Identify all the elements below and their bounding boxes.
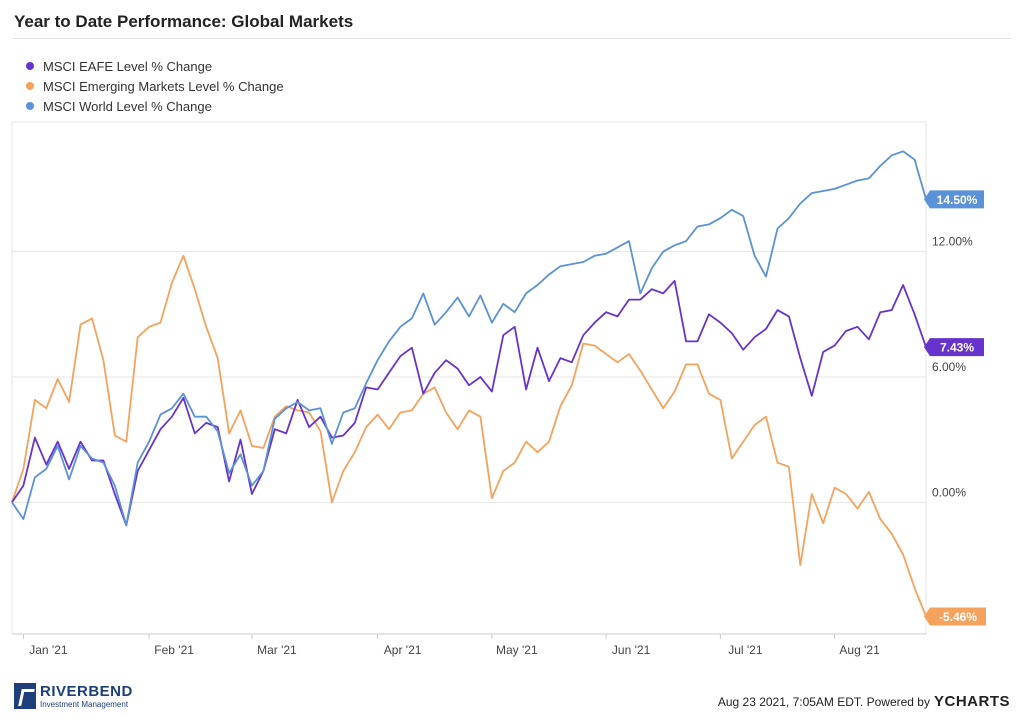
legend-label-emerging: MSCI Emerging Markets Level % Change	[43, 78, 284, 94]
legend-item-eafe[interactable]: MSCI EAFE Level % Change	[26, 56, 284, 76]
ycharts-logo[interactable]: YCHARTS	[933, 693, 1010, 710]
x-tick-label: Feb '21	[154, 643, 194, 657]
riverbend-logo-icon	[14, 683, 36, 709]
series-line-0	[11, 279, 927, 527]
legend-label-eafe: MSCI EAFE Level % Change	[43, 58, 213, 74]
y-tick-label: 6.00%	[932, 360, 966, 374]
legend-item-world[interactable]: MSCI World Level % Change	[26, 96, 284, 116]
plot-frame	[11, 121, 927, 635]
x-tick-label: Jul '21	[728, 643, 763, 657]
y-tick-label: 12.00%	[932, 235, 973, 249]
legend-dot-eafe	[26, 62, 34, 70]
series-line-2	[11, 150, 927, 527]
x-tick-label: Jan '21	[29, 643, 68, 657]
x-tick-label: May '21	[496, 643, 538, 657]
credit-line: Aug 23 2021, 7:05AM EDT. Powered by YCHA…	[718, 693, 1010, 710]
end-value-badge-2	[924, 190, 984, 209]
x-tick-label: Jun '21	[612, 643, 651, 657]
end-value-badge-0	[924, 338, 984, 357]
x-tick-label: Mar '21	[257, 643, 297, 657]
title-divider	[12, 38, 1012, 39]
end-value-label-1: -5.46%	[939, 610, 977, 624]
riverbend-logo: RIVERBEND Investment Management	[14, 683, 133, 709]
end-value-badge-1	[924, 607, 986, 626]
end-value-label-2: 14.50%	[937, 193, 978, 207]
legend-dot-world	[26, 102, 34, 110]
logo-subtitle: Investment Management	[40, 699, 129, 709]
legend-dot-emerging	[26, 82, 34, 90]
logo-name: RIVERBEND	[40, 682, 133, 700]
x-tick-label: Apr '21	[384, 643, 422, 657]
series-line-1	[11, 254, 927, 617]
legend: MSCI EAFE Level % Change MSCI Emerging M…	[26, 56, 284, 116]
credit-text: Aug 23 2021, 7:05AM EDT. Powered by	[717, 694, 930, 709]
y-tick-label: 0.00%	[932, 485, 966, 499]
x-tick-label: Aug '21	[839, 643, 880, 657]
legend-item-emerging[interactable]: MSCI Emerging Markets Level % Change	[26, 76, 284, 96]
legend-label-world: MSCI World Level % Change	[43, 98, 212, 114]
chart-title: Year to Date Performance: Global Markets	[14, 12, 354, 31]
end-value-label-0: 7.43%	[940, 341, 974, 355]
